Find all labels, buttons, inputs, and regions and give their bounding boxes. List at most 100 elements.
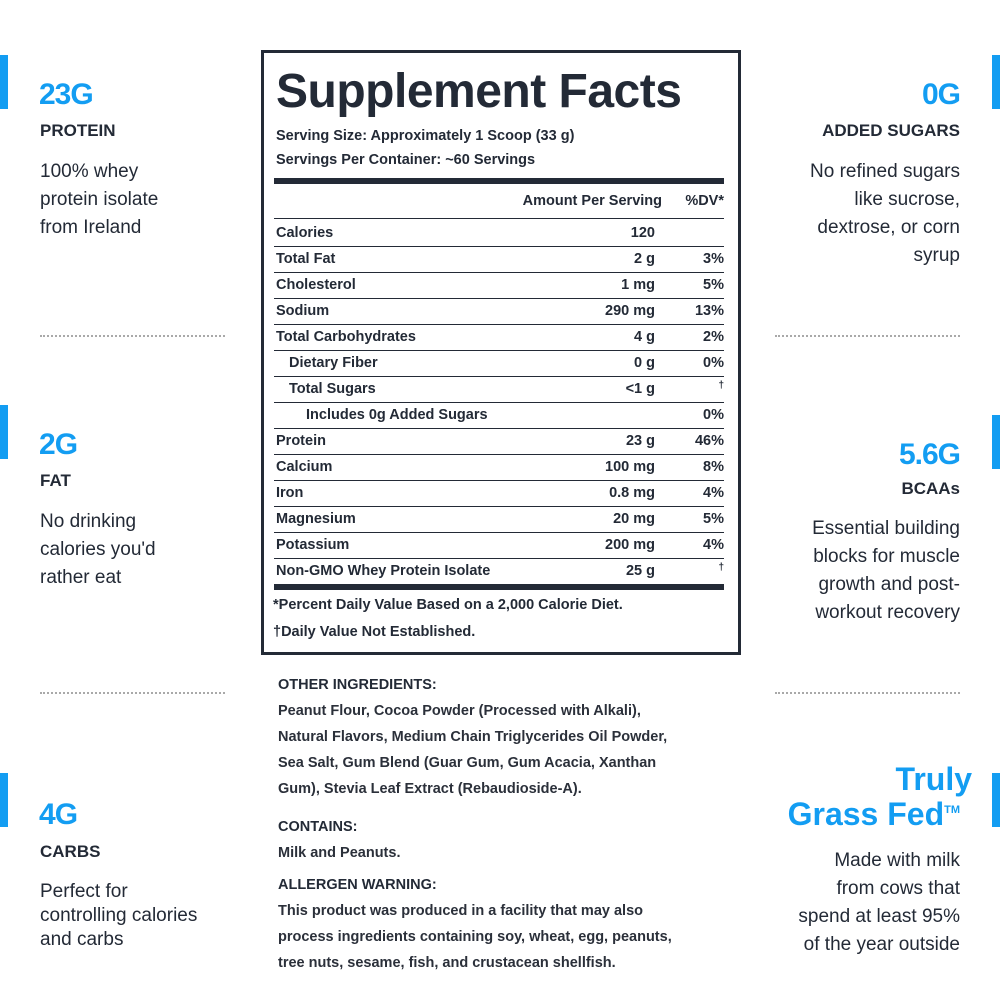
stat-text: from cows that <box>836 878 960 899</box>
nutrient-amount: <1 g <box>625 381 655 397</box>
nutrient-name: Cholesterol <box>276 277 356 293</box>
stat-text: growth and post- <box>818 574 960 595</box>
nutrient-name: Includes 0g Added Sugars <box>306 407 488 423</box>
nutrient-name: Total Fat <box>276 251 336 267</box>
nutrient-name: Total Sugars <box>289 381 376 397</box>
nutrient-amount: 1 mg <box>621 277 655 293</box>
nutrient-dv: 2% <box>703 329 724 345</box>
ingredient-heading: OTHER INGREDIENTS: <box>278 677 437 693</box>
nutrient-dv: 4% <box>703 485 724 501</box>
stat-title-text: Grass Fed <box>787 796 945 832</box>
stat-number: 0 <box>921 78 939 111</box>
stat-value: 5.6G <box>898 408 961 488</box>
nutrient-name: Non-GMO Whey Protein Isolate <box>276 563 491 579</box>
stat-value: 0G <box>921 48 961 128</box>
rule <box>274 480 724 481</box>
nutrient-name: Iron <box>276 485 304 501</box>
ingredient-heading: ALLERGEN WARNING: <box>278 877 437 893</box>
rule <box>274 324 724 325</box>
nutrient-amount: 23 g <box>625 433 655 449</box>
thick-rule <box>274 178 724 184</box>
stat-number: 5.6 <box>898 438 939 471</box>
nutrient-name: Calories <box>276 225 334 241</box>
ingredient-text: This product was produced in a facility … <box>278 903 643 919</box>
rule <box>274 246 724 247</box>
divider <box>40 335 225 337</box>
nutrient-amount: 200 mg <box>605 537 655 553</box>
stat-text: Essential building <box>812 518 960 539</box>
stat-text: calories you'd <box>40 539 156 560</box>
nutrient-dv: 3% <box>703 251 724 267</box>
nutrient-amount: 100 mg <box>605 459 655 475</box>
stat-text: 100% whey <box>40 161 139 182</box>
nutrient-dv: 13% <box>694 303 724 319</box>
stat-label: ADDED SUGARS <box>822 121 960 140</box>
stat-text: and carbs <box>40 929 124 950</box>
nutrient-amount: 290 mg <box>605 303 655 319</box>
ingredient-text: Sea Salt, Gum Blend (Guar Gum, Gum Acaci… <box>278 755 657 771</box>
amount-header: Amount Per Serving <box>522 193 662 209</box>
ingredient-heading: CONTAINS: <box>278 819 358 835</box>
divider <box>775 335 960 337</box>
stat-value: 4G <box>39 768 78 848</box>
nutrient-name: Dietary Fiber <box>289 355 378 371</box>
ingredient-text: process ingredients containing soy, whea… <box>278 929 672 945</box>
rule <box>274 454 724 455</box>
dv-header: %DV* <box>685 193 724 209</box>
trademark: TM <box>944 804 960 816</box>
stat-text: spend at least 95% <box>798 906 960 927</box>
ingredient-text: tree nuts, sesame, fish, and crustacean … <box>278 955 616 971</box>
stat-label: BCAAs <box>901 479 960 498</box>
nutrient-dv: 5% <box>703 511 724 527</box>
stat-unit: G <box>54 798 78 831</box>
stat-value: 23G <box>39 48 94 128</box>
nutrient-name: Sodium <box>276 303 330 319</box>
footnote: *Percent Daily Value Based on a 2,000 Ca… <box>273 597 623 613</box>
serving-size: Serving Size: Approximately 1 Scoop (33 … <box>276 128 575 144</box>
rule <box>274 402 724 403</box>
accent-bar <box>992 773 1000 827</box>
stat-title-text: Truly <box>895 761 972 797</box>
nutrient-dv: 4% <box>703 537 724 553</box>
nutrient-amount: 2 g <box>634 251 655 267</box>
stat-text: syrup <box>913 245 960 266</box>
divider <box>40 692 225 694</box>
nutrient-dv: † <box>718 380 724 391</box>
rule <box>274 218 724 219</box>
stat-text: protein isolate <box>40 189 159 210</box>
rule <box>274 506 724 507</box>
facts-panel <box>261 50 741 655</box>
stat-text: controlling calories <box>40 905 198 926</box>
stat-unit: G <box>54 428 78 461</box>
nutrient-dv: † <box>718 562 724 573</box>
nutrient-dv: 0% <box>703 407 724 423</box>
stat-label: CARBS <box>40 842 101 861</box>
stat-text: like sucrose, <box>854 189 960 210</box>
stat-text: blocks for muscle <box>813 546 960 567</box>
rule <box>274 272 724 273</box>
nutrient-amount: 0 g <box>634 355 655 371</box>
stat-number: 2 <box>39 428 56 461</box>
nutrient-amount: 120 <box>630 225 655 241</box>
stat-label: FAT <box>40 471 71 490</box>
nutrient-amount: 20 mg <box>613 511 655 527</box>
rule <box>274 298 724 299</box>
stat-text: dextrose, or corn <box>817 217 960 238</box>
nutrient-amount: 4 g <box>634 329 655 345</box>
stat-value: 2G <box>39 398 78 478</box>
nutrient-dv: 8% <box>703 459 724 475</box>
stat-unit: G <box>70 78 93 111</box>
accent-bar <box>992 415 1000 469</box>
stat-text: Perfect for <box>40 881 128 902</box>
stat-text: workout recovery <box>815 602 960 623</box>
rule <box>274 532 724 533</box>
nutrient-dv: 5% <box>703 277 724 293</box>
servings-per-container: Servings Per Container: ~60 Servings <box>276 152 536 168</box>
rule <box>274 428 724 429</box>
stat-text: Made with milk <box>834 850 960 871</box>
stat-text: No refined sugars <box>810 161 960 182</box>
stat-number: 23 <box>39 78 71 111</box>
rule <box>274 376 724 377</box>
thick-rule <box>274 584 724 590</box>
